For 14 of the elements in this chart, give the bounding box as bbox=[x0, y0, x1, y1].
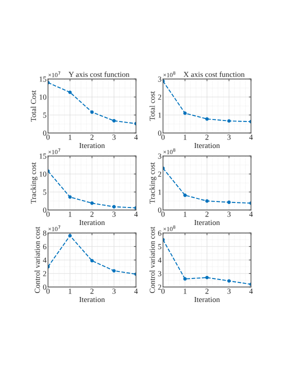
point bbox=[112, 269, 116, 273]
point bbox=[68, 90, 72, 94]
point bbox=[90, 258, 94, 262]
point bbox=[227, 279, 231, 283]
point bbox=[227, 200, 231, 204]
line-series bbox=[163, 166, 251, 205]
point bbox=[112, 119, 116, 122]
point bbox=[183, 277, 187, 281]
point bbox=[183, 194, 187, 197]
point bbox=[183, 111, 187, 115]
point bbox=[90, 110, 94, 114]
point bbox=[90, 201, 94, 205]
point bbox=[112, 205, 116, 208]
point bbox=[227, 119, 231, 123]
